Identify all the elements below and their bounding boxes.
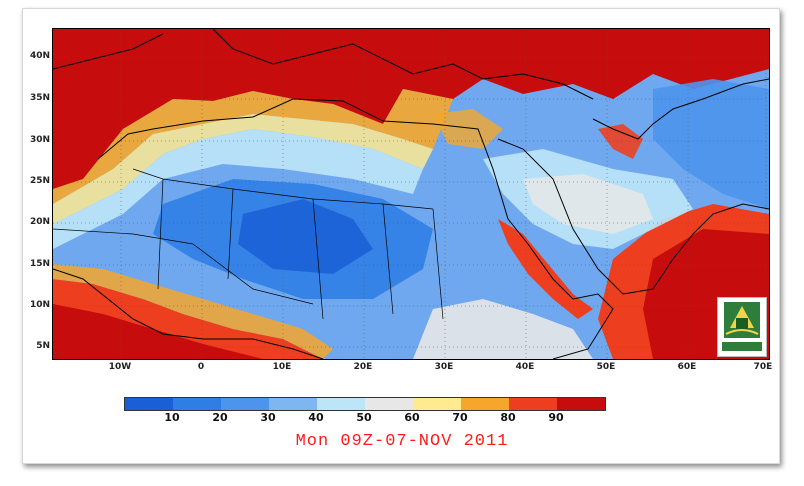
country-borders — [53, 168, 444, 320]
sahara-darkest — [238, 199, 373, 274]
lat-label: 25N — [29, 176, 50, 186]
color-scale-label: 10 — [164, 411, 180, 424]
color-scale-label: 50 — [356, 411, 372, 424]
arabia-grey — [523, 174, 653, 234]
color-bin — [413, 398, 461, 410]
north-orange-edge — [53, 89, 453, 204]
color-scale-label: 40 — [308, 411, 324, 424]
lon-label: 0 — [197, 362, 205, 372]
lat-label: 5N — [36, 341, 50, 351]
color-scale-label: 20 — [212, 411, 228, 424]
color-scale-label: 30 — [260, 411, 276, 424]
west-africa-orange — [53, 264, 333, 359]
lat-label: 20N — [29, 217, 50, 227]
color-bin — [509, 398, 557, 410]
lon-label: 40E — [515, 362, 535, 372]
color-bin — [365, 398, 413, 410]
lon-label: 10W — [108, 362, 132, 372]
lon-label: 60E — [677, 362, 697, 372]
lon-label: 70E — [753, 362, 773, 372]
logo-emblem — [722, 302, 762, 351]
iran-dry — [653, 79, 769, 209]
lon-label: 30E — [434, 362, 454, 372]
color-bin — [269, 398, 317, 410]
color-bin — [221, 398, 269, 410]
color-bin — [461, 398, 509, 410]
color-bin — [173, 398, 221, 410]
lon-label: 20E — [353, 362, 373, 372]
color-bin — [317, 398, 365, 410]
africa-coastline — [53, 98, 614, 359]
lat-label: 35N — [29, 93, 50, 103]
horn-grey — [413, 299, 593, 359]
arabia-coastline — [497, 78, 769, 295]
pale-blue-transition — [53, 129, 423, 249]
map-plot — [53, 29, 769, 359]
humidity-map — [52, 28, 770, 360]
forecast-date: Mon 09Z-07-NOV 2011 — [295, 432, 509, 451]
lat-label: 30N — [29, 135, 50, 145]
north-yellow-edge — [53, 114, 433, 224]
grid-lines — [53, 29, 769, 359]
color-scale-bar — [124, 397, 606, 411]
persian-gulf-humid — [598, 124, 643, 159]
lon-label: 50E — [596, 362, 616, 372]
color-scale-label: 70 — [452, 411, 468, 424]
lat-label: 40N — [29, 51, 50, 61]
mideast-orange — [433, 109, 503, 149]
university-logo — [717, 297, 767, 357]
color-bin — [557, 398, 605, 410]
europe-coastline — [53, 29, 594, 100]
color-scale-label: 60 — [404, 411, 420, 424]
lon-label: 10E — [272, 362, 292, 372]
lat-label: 15N — [29, 259, 50, 269]
north-humid-band — [53, 29, 769, 189]
color-bin — [125, 398, 173, 410]
color-scale-label: 90 — [548, 411, 564, 424]
color-scale-label: 80 — [500, 411, 516, 424]
lat-label: 10N — [29, 300, 50, 310]
